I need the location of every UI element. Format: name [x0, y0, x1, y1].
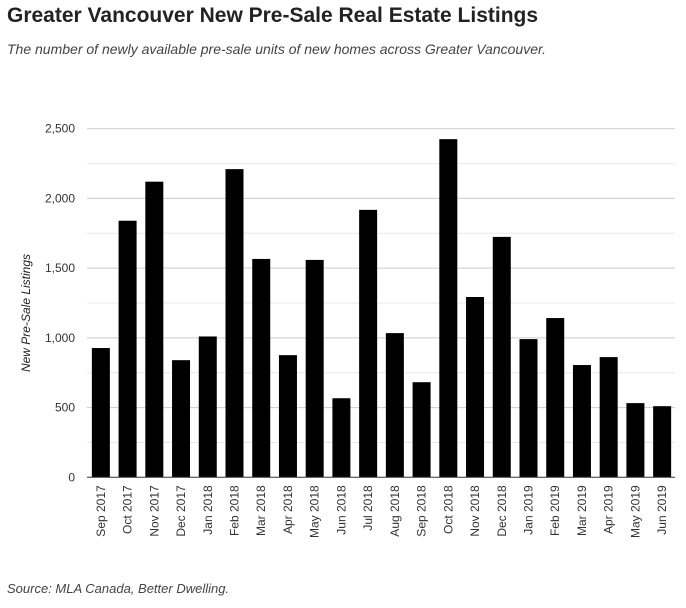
- bar: [439, 139, 458, 478]
- x-tick-label: Mar 2019: [575, 485, 589, 536]
- y-tick-label: 1,500: [45, 261, 75, 275]
- bar: [626, 403, 645, 478]
- y-tick-label: 500: [55, 401, 75, 415]
- bar: [332, 398, 351, 478]
- bar: [172, 360, 191, 478]
- x-tick-label: Feb 2019: [548, 485, 562, 536]
- x-tick-label: Apr 2019: [602, 485, 616, 534]
- x-tick-label: Feb 2018: [228, 485, 242, 536]
- bar: [359, 209, 378, 478]
- bar: [385, 333, 404, 478]
- bar: [466, 297, 485, 478]
- chart-title: Greater Vancouver New Pre-Sale Real Esta…: [7, 4, 539, 27]
- y-tick-label: 1,000: [45, 331, 75, 345]
- x-tick-label: Jul 2018: [361, 485, 375, 531]
- x-tick-label: Sep 2017: [94, 485, 108, 537]
- y-tick-label: 2,000: [45, 191, 75, 205]
- x-tick-label: Nov 2017: [147, 485, 161, 537]
- x-tick-label: Jan 2018: [201, 485, 215, 535]
- bar: [118, 220, 137, 478]
- x-tick-label: May 2019: [628, 485, 642, 538]
- x-tick-label: Oct 2018: [441, 485, 455, 534]
- bar: [91, 348, 110, 478]
- y-axis-label: New Pre-Sale Listings: [19, 254, 33, 372]
- x-tick-label: Mar 2018: [254, 485, 268, 536]
- bar: [225, 169, 244, 478]
- x-tick-label: Jun 2019: [655, 485, 669, 535]
- x-tick-label: Oct 2017: [121, 485, 135, 534]
- y-tick-label: 0: [68, 470, 75, 484]
- x-tick-label: Jan 2019: [522, 485, 536, 535]
- x-tick-label: Sep 2018: [415, 485, 429, 537]
- x-tick-label: Aug 2018: [388, 485, 402, 537]
- x-tick-label: Nov 2018: [468, 485, 482, 537]
- bar: [252, 258, 271, 478]
- x-tick-label: May 2018: [308, 485, 322, 538]
- bar: [599, 357, 618, 478]
- y-tick-label: 2,500: [45, 122, 75, 136]
- x-tick-label: Apr 2018: [281, 485, 295, 534]
- bar: [572, 365, 591, 478]
- x-tick-label: Dec 2017: [174, 485, 188, 537]
- bar: [278, 355, 297, 478]
- chart-subtitle: The number of newly available pre-sale u…: [7, 41, 547, 57]
- bar: [546, 318, 565, 478]
- bar: [412, 382, 431, 478]
- bar: [145, 181, 164, 478]
- bar: [492, 236, 511, 478]
- bar: [198, 336, 217, 478]
- x-tick-label: Dec 2018: [495, 485, 509, 537]
- bar: [519, 339, 538, 478]
- bar: [305, 259, 324, 478]
- x-tick-label: Jun 2018: [334, 485, 348, 535]
- source-note: Source: MLA Canada, Better Dwelling.: [7, 581, 230, 596]
- bar: [653, 406, 672, 478]
